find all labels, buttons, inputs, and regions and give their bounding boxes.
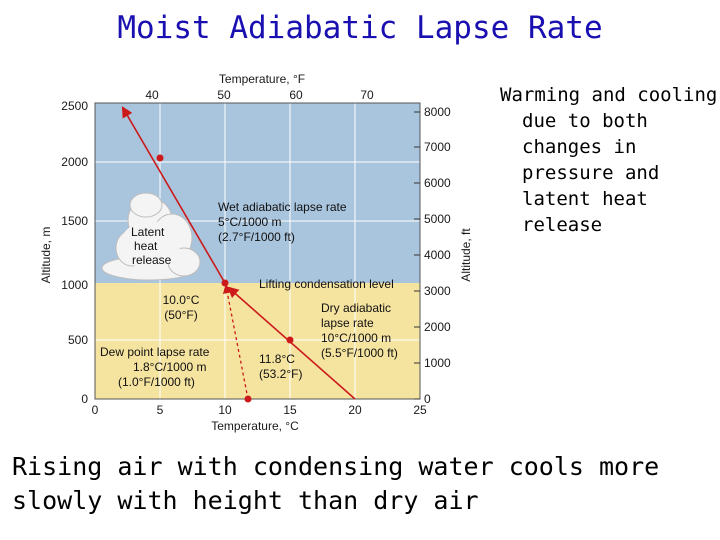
- top-axis-label: Temperature, °F: [219, 72, 305, 86]
- svg-text:release: release: [132, 253, 172, 267]
- dry-zone-background: [95, 283, 420, 399]
- wet-adiabatic-line: [121, 106, 226, 284]
- plot-frame: [94, 102, 421, 400]
- svg-text:Dew point lapse rate: Dew point lapse rate: [100, 345, 210, 359]
- top-tick: 40: [145, 88, 159, 102]
- right-axis-label: Altitude, ft: [459, 228, 473, 282]
- svg-text:(2.7°F/1000 ft): (2.7°F/1000 ft): [218, 230, 295, 244]
- right-tick: 7000: [424, 140, 451, 154]
- bottom-axis: 0 5 10 15 20 25: [92, 403, 427, 417]
- bottom-tick: 25: [413, 403, 427, 417]
- dry-label: Dry adiabatic lapse rate 10°C/1000 m (5.…: [321, 301, 398, 360]
- right-tick: 5000: [424, 212, 451, 226]
- left-tick: 1000: [61, 278, 88, 292]
- wet-label: Wet adiabatic lapse rate 5°C/1000 m (2.7…: [218, 200, 347, 244]
- bottom-tick: 0: [92, 403, 99, 417]
- top-tick: 70: [360, 88, 374, 102]
- svg-text:(1.0°F/1000 ft): (1.0°F/1000 ft): [118, 375, 195, 389]
- svg-text:(5.5°F/1000 ft): (5.5°F/1000 ft): [321, 346, 398, 360]
- top-tick: 60: [289, 88, 303, 102]
- left-tick: 2500: [61, 99, 88, 113]
- svg-text:heat: heat: [134, 239, 158, 253]
- right-tick: 2000: [424, 320, 451, 334]
- right-axis-ticks: [414, 111, 420, 400]
- svg-text:lapse rate: lapse rate: [321, 316, 374, 330]
- left-tick: 0: [81, 392, 88, 406]
- bottom-axis-label: Temperature, °C: [211, 419, 299, 433]
- left-tick: 2000: [61, 155, 88, 169]
- svg-text:11.8°C: 11.8°C: [259, 352, 295, 366]
- dew-point-line: [222, 284, 249, 400]
- svg-text:Latent: Latent: [131, 225, 165, 239]
- dew-point-surface: [244, 395, 252, 403]
- svg-text:(53.2°F): (53.2°F): [259, 367, 302, 381]
- cloud-label: Latent heat release: [131, 225, 172, 267]
- bottom-tick: 20: [348, 403, 362, 417]
- right-tick: 6000: [424, 176, 451, 190]
- svg-text:10°C/1000 m: 10°C/1000 m: [321, 331, 391, 345]
- cloud-icon: [101, 192, 201, 281]
- svg-text:Dry adiabatic: Dry adiabatic: [321, 301, 391, 315]
- right-tick: 4000: [424, 248, 451, 262]
- svg-text:1.8°C/1000 m: 1.8°C/1000 m: [133, 360, 207, 374]
- grid: [95, 103, 420, 399]
- right-tick: 1000: [424, 356, 451, 370]
- slide-title: Moist Adiabatic Lapse Rate: [117, 10, 603, 46]
- bottom-tick: 15: [283, 403, 297, 417]
- bottom-tick: 10: [218, 403, 232, 417]
- side-explanation: Warming and cooling due to both changes …: [500, 84, 718, 236]
- right-axis: 0 1000 2000 3000 4000 5000 6000 7000 800…: [424, 105, 451, 406]
- top-tick: 50: [217, 88, 231, 102]
- lcl-temp-label: 10.0°C (50°F): [163, 293, 200, 322]
- svg-text:10.0°C: 10.0°C: [163, 293, 200, 307]
- svg-text:(50°F): (50°F): [164, 308, 197, 322]
- left-axis: 0 500 1000 1500 2000 2500: [61, 99, 88, 406]
- wet-point: [156, 154, 164, 162]
- right-tick: 8000: [424, 105, 451, 119]
- dry-adiabatic-line: [227, 286, 356, 400]
- left-axis-label: Altitude, m: [39, 227, 53, 284]
- bottom-tick: 5: [157, 403, 164, 417]
- top-axis: 40 50 60 70: [145, 88, 374, 102]
- left-tick: 500: [68, 333, 88, 347]
- right-tick: 3000: [424, 284, 451, 298]
- svg-text:Wet adiabatic lapse rate: Wet adiabatic lapse rate: [218, 200, 347, 214]
- lcl-label: Lifting condensation level: [259, 277, 394, 291]
- right-tick: 0: [424, 392, 431, 406]
- dew-temp-label: 11.8°C (53.2°F): [259, 352, 302, 381]
- lcl-point: [221, 279, 229, 287]
- left-tick: 1500: [61, 214, 88, 228]
- bottom-caption: Rising air with condensing water cools m…: [12, 452, 660, 515]
- dew-label: Dew point lapse rate 1.8°C/1000 m (1.0°F…: [100, 345, 210, 389]
- dry-point: [286, 336, 294, 344]
- svg-text:5°C/1000 m: 5°C/1000 m: [218, 215, 282, 229]
